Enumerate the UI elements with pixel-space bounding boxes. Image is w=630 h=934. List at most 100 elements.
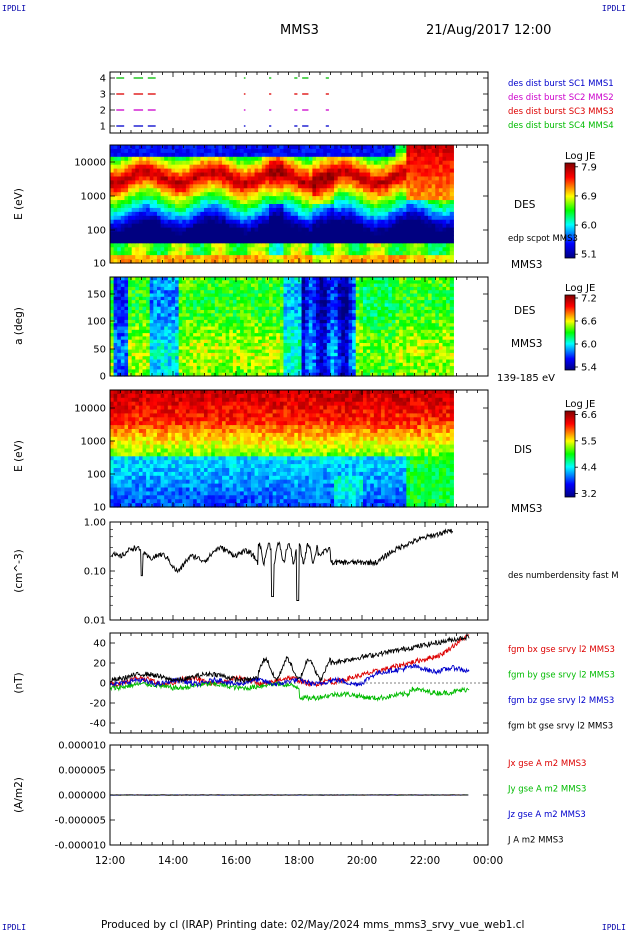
des-energy-cell bbox=[287, 215, 292, 221]
des-pitch-cell bbox=[326, 286, 332, 291]
des-pitch-cell bbox=[254, 319, 259, 324]
des-pitch-cell bbox=[146, 343, 151, 347]
des-energy-cell bbox=[175, 243, 180, 248]
des-energy-cell bbox=[297, 235, 303, 240]
des-energy-cell bbox=[146, 239, 151, 244]
des-energy-cell bbox=[149, 188, 154, 193]
des-energy-cell bbox=[435, 160, 440, 166]
des-energy-cell bbox=[229, 219, 234, 225]
des-pitch-cell bbox=[269, 306, 274, 311]
des-energy-cell bbox=[269, 145, 274, 150]
des-pitch-cell bbox=[164, 366, 169, 370]
des-energy-cell bbox=[196, 192, 201, 197]
des-pitch-cell bbox=[305, 323, 310, 328]
des-pitch-cell bbox=[272, 372, 277, 377]
des-pitch-cell bbox=[149, 283, 154, 288]
des-energy-cell bbox=[348, 235, 353, 240]
des-pitch-cell bbox=[334, 366, 339, 370]
des-energy-cell bbox=[297, 184, 303, 189]
des-energy-cell bbox=[258, 176, 263, 181]
des-energy-cell bbox=[388, 247, 393, 252]
des-energy-cell bbox=[435, 235, 440, 240]
des-energy-cell bbox=[279, 231, 285, 237]
des-pitch-cell bbox=[110, 369, 115, 374]
des-energy-cell bbox=[417, 247, 422, 252]
des-pitch-cell bbox=[189, 313, 194, 318]
des-pitch-cell bbox=[301, 296, 306, 301]
des-energy-cell bbox=[214, 196, 220, 201]
des-energy-cell bbox=[420, 160, 426, 166]
des-pitch-cell bbox=[225, 329, 230, 334]
des-energy-cell bbox=[276, 204, 281, 209]
des-energy-cell bbox=[178, 259, 183, 264]
des-energy-cell bbox=[341, 251, 346, 256]
des-energy-cell bbox=[366, 156, 371, 162]
des-energy-cell bbox=[428, 231, 433, 237]
des-energy-cell bbox=[225, 176, 230, 181]
des-pitch-cell bbox=[334, 319, 339, 324]
des-energy-cell bbox=[276, 176, 281, 181]
des-pitch-cell bbox=[110, 296, 115, 301]
des-energy-cell bbox=[413, 168, 418, 174]
des-energy-cell bbox=[435, 219, 440, 225]
des-energy-cell bbox=[301, 251, 306, 256]
des-pitch-cell bbox=[334, 372, 339, 377]
des-pitch-cell bbox=[225, 293, 230, 298]
des-pitch-cell bbox=[189, 310, 194, 314]
des-energy-cell bbox=[247, 255, 252, 260]
des-pitch-cell bbox=[175, 329, 180, 334]
des-energy-cell bbox=[120, 192, 126, 197]
des-energy-cell bbox=[171, 192, 176, 197]
des-energy-cell bbox=[435, 196, 440, 201]
des-pitch-cell bbox=[117, 329, 122, 334]
des-energy-cell bbox=[417, 164, 422, 170]
des-pitch-cell bbox=[185, 303, 191, 308]
des-pitch-cell bbox=[301, 372, 306, 377]
des-pitch-cell bbox=[214, 362, 220, 367]
des-energy-cell bbox=[384, 176, 389, 181]
des-energy-cell bbox=[334, 223, 339, 229]
des-energy-cell bbox=[290, 184, 295, 189]
des-energy-cell bbox=[117, 211, 122, 217]
des-pitch-cell bbox=[182, 277, 187, 281]
des-energy-cell bbox=[402, 215, 407, 221]
des-pitch-cell bbox=[305, 277, 310, 281]
des-energy-cell bbox=[330, 231, 335, 237]
des-energy-cell bbox=[287, 192, 292, 197]
des-energy-cell bbox=[370, 219, 375, 225]
des-energy-cell bbox=[128, 219, 133, 225]
des-energy-cell bbox=[182, 243, 187, 248]
des-pitch-cell bbox=[301, 313, 306, 318]
des-energy-cell bbox=[420, 188, 426, 193]
des-energy-cell bbox=[319, 188, 324, 193]
des-pitch-cell bbox=[323, 333, 328, 337]
des-energy-cell bbox=[352, 148, 357, 154]
des-pitch-cell bbox=[232, 283, 238, 288]
des-energy-cell bbox=[308, 176, 313, 181]
des-energy-cell bbox=[337, 160, 342, 166]
des-energy-cell bbox=[431, 168, 436, 174]
des-pitch-cell bbox=[276, 369, 281, 374]
des-pitch-cell bbox=[149, 336, 154, 341]
des-energy-cell bbox=[128, 196, 133, 201]
des-energy-cell bbox=[207, 184, 212, 189]
des-pitch-cell bbox=[326, 359, 332, 364]
des-pitch-cell bbox=[225, 359, 230, 364]
des-pitch-cell bbox=[124, 356, 129, 361]
des-pitch-cell bbox=[156, 303, 162, 308]
des-energy-cell bbox=[167, 207, 173, 213]
des-energy-cell bbox=[362, 168, 368, 174]
des-pitch-cell bbox=[305, 356, 310, 361]
des-pitch-cell bbox=[272, 310, 277, 314]
des-energy-cell bbox=[189, 215, 194, 221]
des-energy-cell bbox=[250, 231, 256, 237]
des-energy-cell bbox=[395, 184, 400, 189]
des-energy-cell bbox=[146, 255, 151, 260]
des-pitch-cell bbox=[326, 362, 332, 367]
des-pitch-cell bbox=[214, 293, 220, 298]
des-pitch-cell bbox=[146, 316, 151, 321]
des-pitch-cell bbox=[287, 280, 292, 285]
des-energy-cell bbox=[182, 184, 187, 189]
des-energy-cell bbox=[225, 148, 230, 154]
des-pitch-cell bbox=[279, 343, 285, 347]
